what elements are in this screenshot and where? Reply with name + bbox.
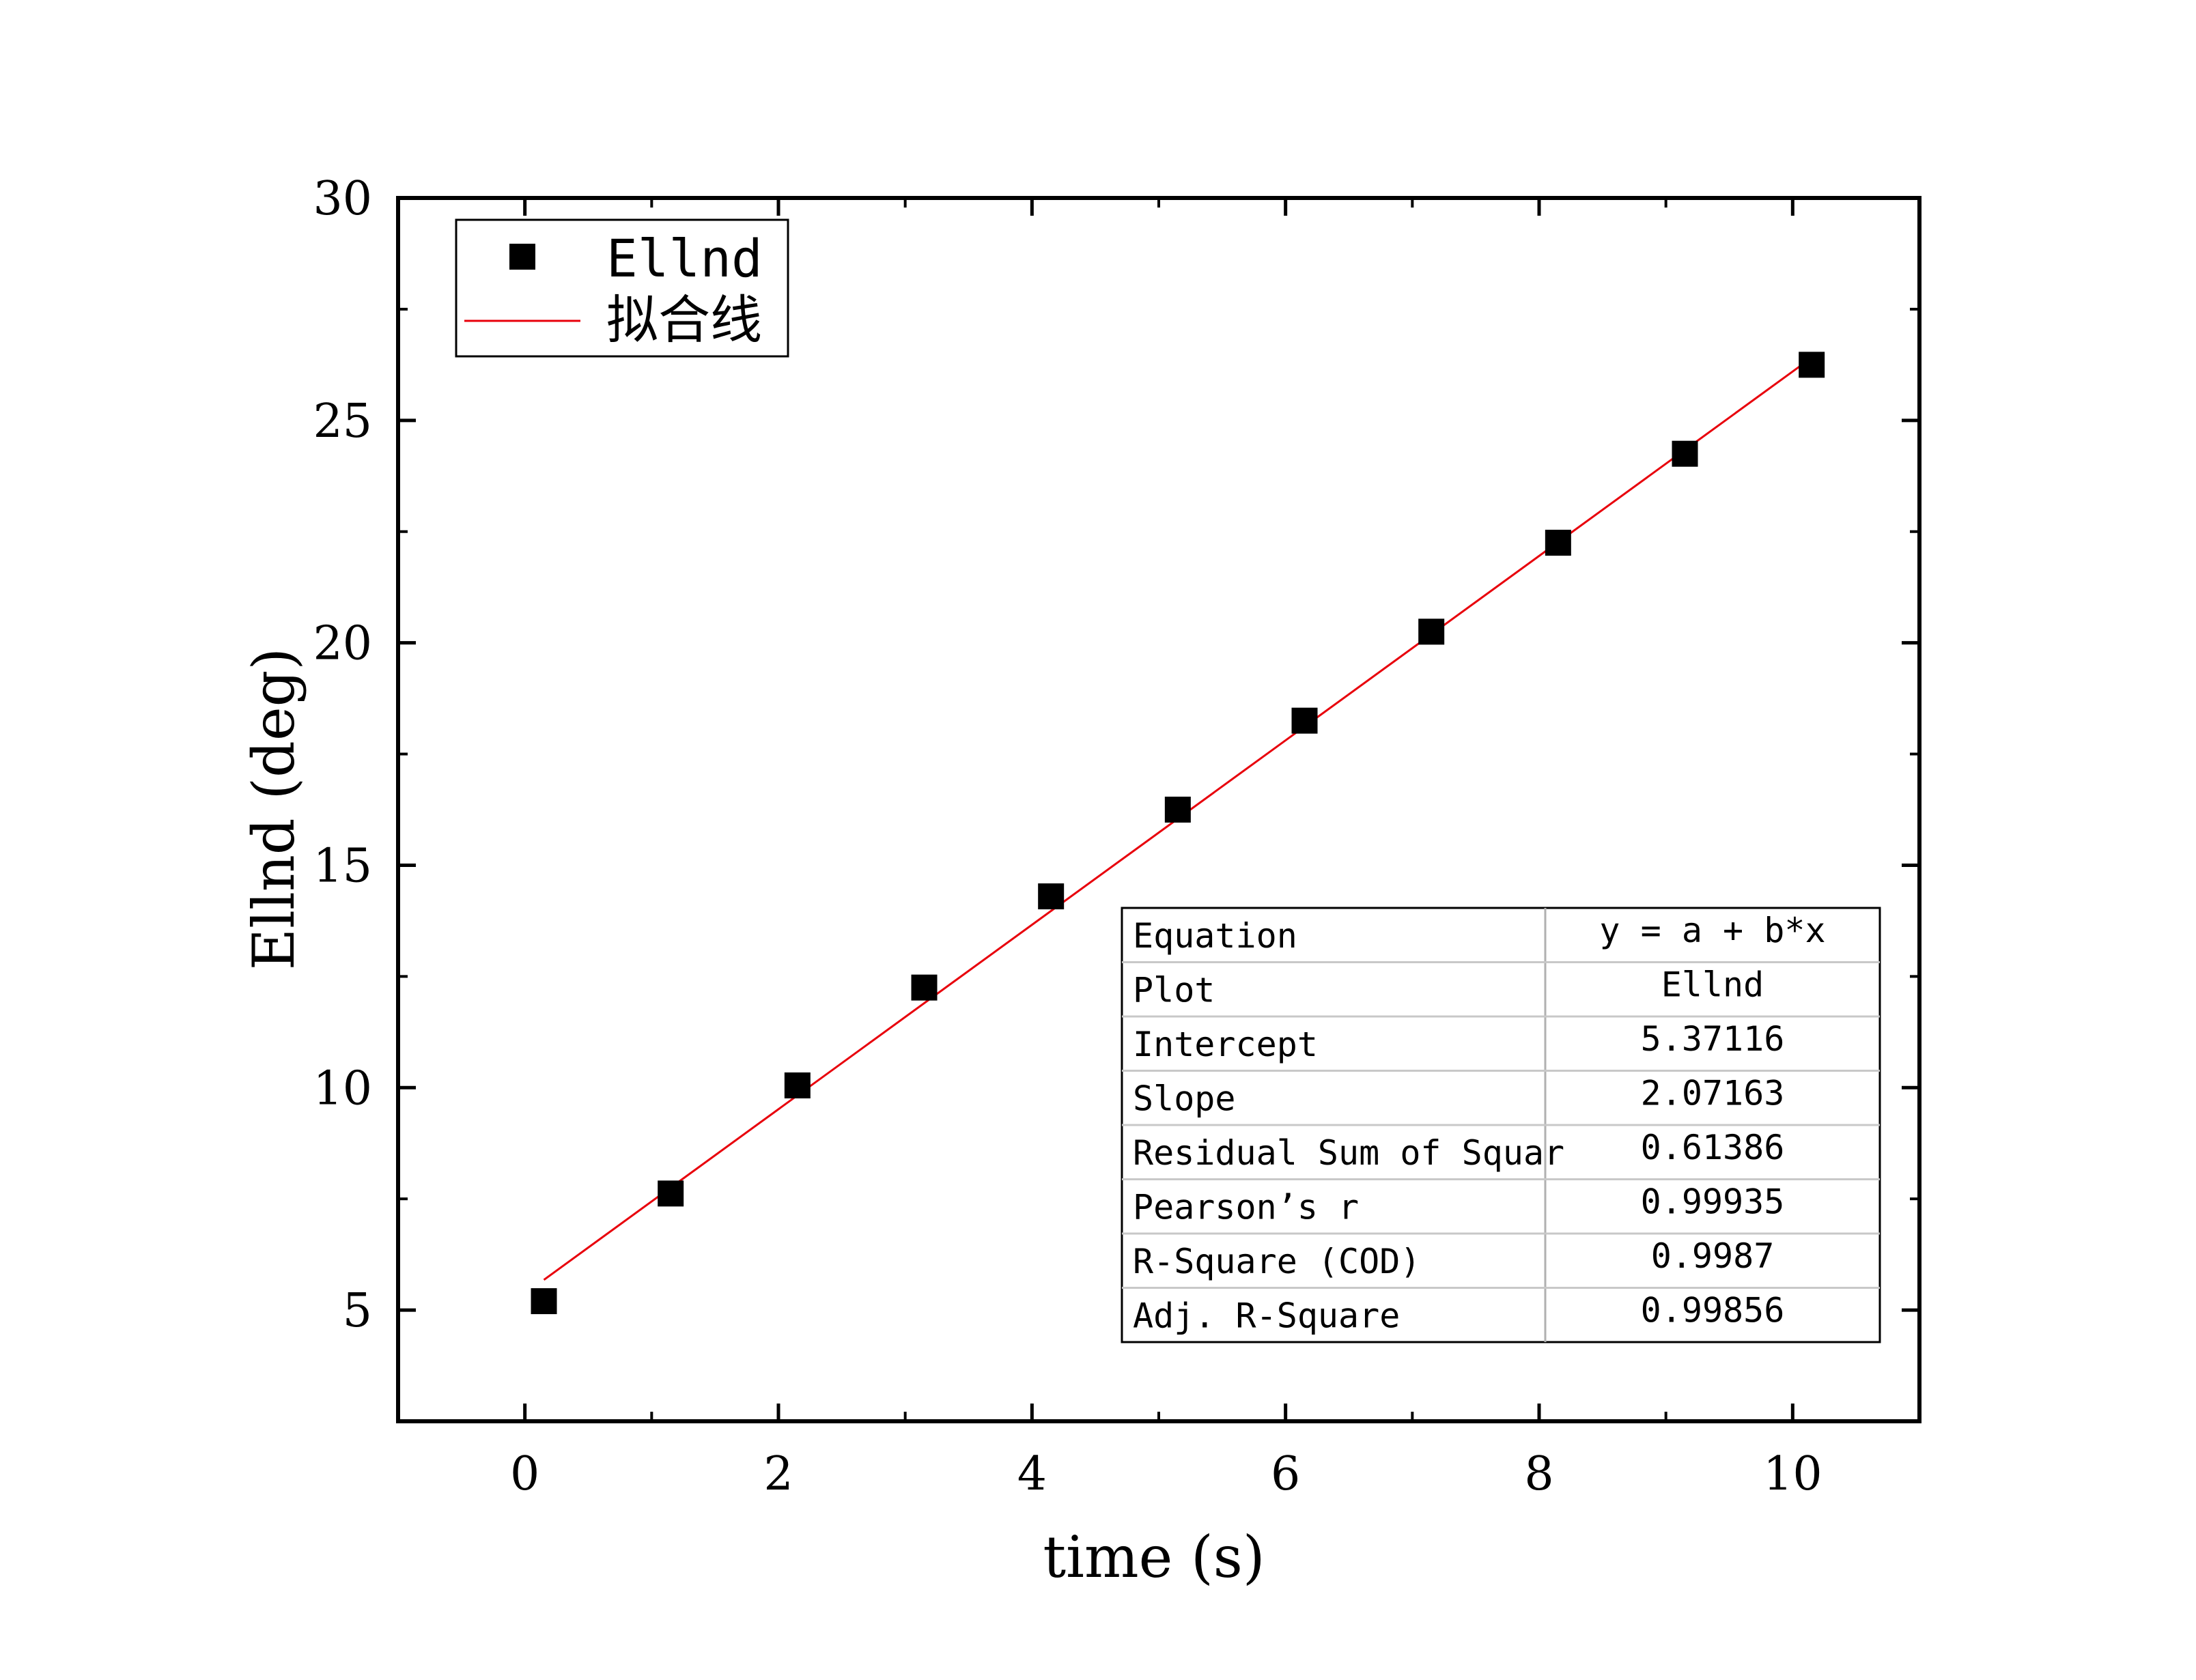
y-tick-label: 5 <box>343 1284 372 1338</box>
table-row-label: Adj. R-Square <box>1133 1296 1400 1336</box>
table-row-label: Residual Sum of Squar <box>1133 1133 1564 1173</box>
table-row-label: Pearson’s r <box>1133 1188 1359 1227</box>
y-tick-label: 20 <box>313 617 372 671</box>
y-tick-label: 10 <box>313 1062 372 1115</box>
y-tick-label: 25 <box>313 395 372 449</box>
table-row-label: Equation <box>1133 916 1297 956</box>
data-points <box>531 352 1825 1315</box>
data-point <box>1799 352 1825 378</box>
data-point <box>911 974 938 1001</box>
x-tick-label: 4 <box>1017 1447 1047 1501</box>
data-point <box>1545 530 1571 556</box>
table-row-value: 0.9987 <box>1651 1236 1775 1276</box>
legend-box <box>455 218 789 358</box>
y-tick-label: 30 <box>313 172 372 226</box>
legend-label-fit: 拟合线 <box>606 289 762 350</box>
y-tick-label: 15 <box>313 839 372 893</box>
legend-label-ellnd: Ellnd <box>606 228 763 289</box>
x-tick-label: 2 <box>763 1447 793 1501</box>
legend: Ellnd 拟合线 <box>455 218 789 358</box>
fit-parameters-table: Equation y = a + b*x Plot Ellnd Intercept 5.3… <box>1121 907 1881 1343</box>
table-row-value: 0.99935 <box>1641 1182 1785 1222</box>
data-point <box>784 1072 811 1099</box>
x-tick-label: 8 <box>1524 1447 1553 1501</box>
table-row-value: 0.99856 <box>1641 1291 1785 1330</box>
axis-ticks <box>397 196 1921 1423</box>
table-row-value: 5.37116 <box>1641 1019 1785 1059</box>
x-tick-label: 0 <box>510 1447 539 1501</box>
table-row-value: 0.61386 <box>1641 1128 1785 1167</box>
data-point <box>1418 618 1445 645</box>
x-tick-label: 10 <box>1763 1447 1822 1501</box>
table-row-label: Plot <box>1133 971 1215 1010</box>
x-tick-label: 6 <box>1271 1447 1300 1501</box>
data-point <box>1164 797 1191 823</box>
table-row-label: R-Square (COD) <box>1133 1242 1420 1281</box>
table-row-value: 2.07163 <box>1641 1074 1785 1113</box>
data-point <box>1038 883 1065 910</box>
x-axis-title: time (s) <box>1043 1524 1265 1591</box>
data-point <box>1291 707 1318 734</box>
table-row-value: Ellnd <box>1661 965 1764 1005</box>
y-axis-title: Ellnd (deg) <box>240 648 307 970</box>
table-row-label: Intercept <box>1133 1025 1318 1064</box>
legend-marker-ellnd <box>509 244 535 270</box>
plot-frame <box>396 196 1922 1423</box>
data-point <box>1672 440 1698 467</box>
table-row-value: y = a + b*x <box>1599 911 1825 950</box>
data-point <box>531 1288 557 1315</box>
axis-tick-labels: 0 2 4 6 8 10 5 10 15 20 25 30 <box>313 172 1822 1501</box>
data-point <box>658 1180 684 1207</box>
table-row-label: Slope <box>1133 1079 1236 1119</box>
